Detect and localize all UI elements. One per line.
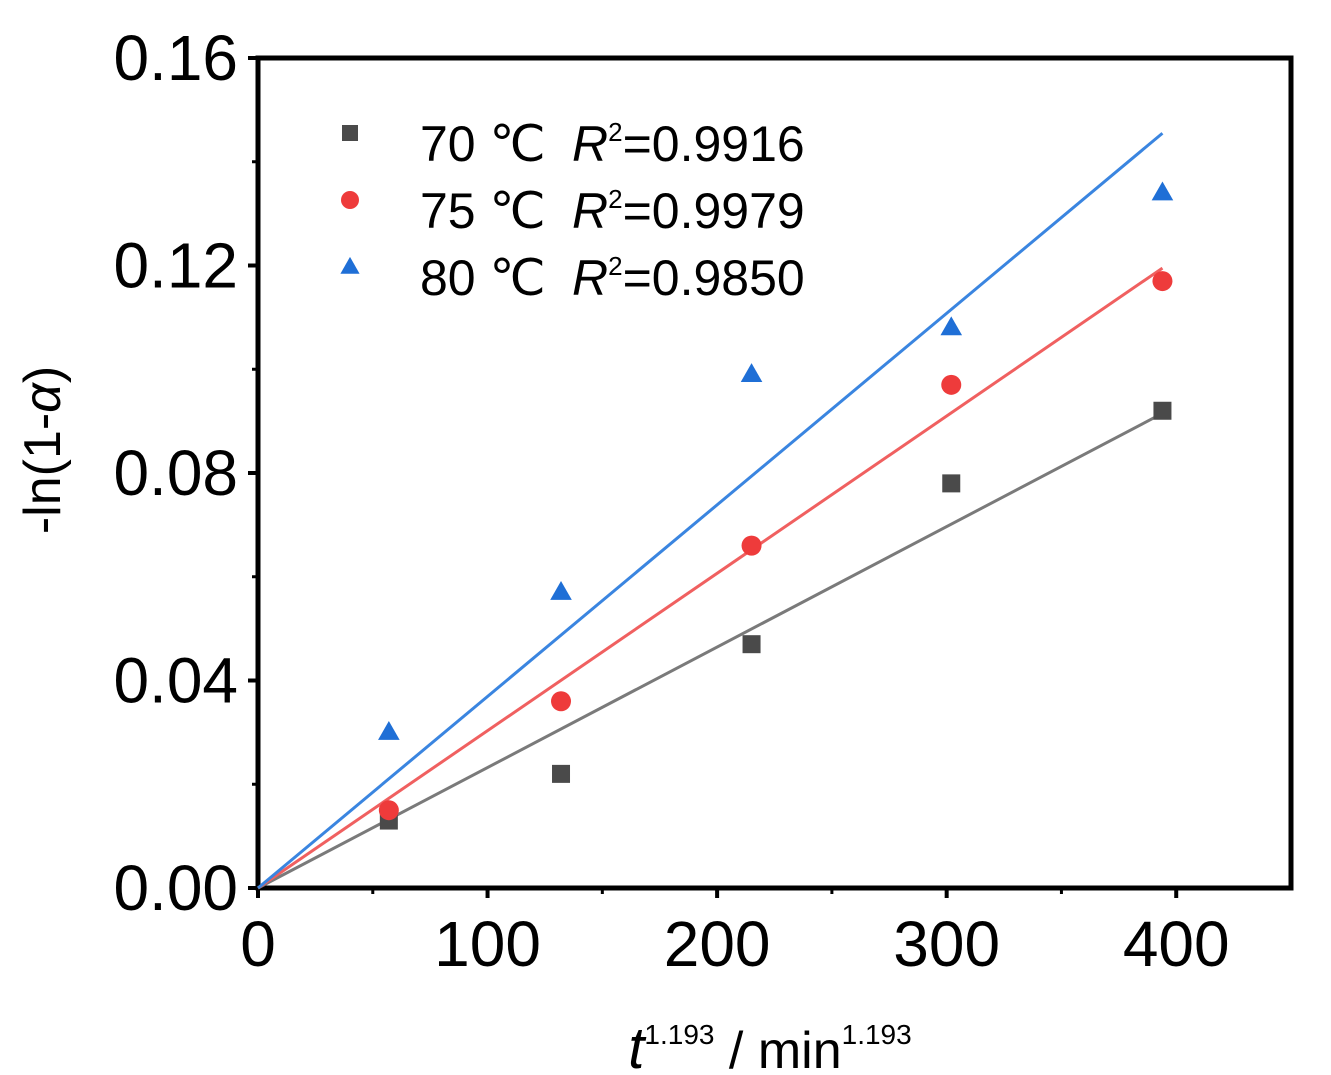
x-tick-label: 400	[1123, 908, 1230, 980]
legend-r-label: R	[572, 183, 608, 239]
data-point	[1152, 271, 1173, 292]
x-axis-title-base-sup: 1.193	[644, 1019, 714, 1050]
data-point	[552, 764, 571, 783]
legend-label: 70 ℃ R2=0.9916	[420, 116, 805, 172]
legend-label: 80 ℃ R2=0.9850	[420, 250, 805, 306]
legend-r-sup: 2	[608, 117, 622, 147]
data-point	[941, 374, 962, 395]
y-axis-title-prefix: -ln(1-	[14, 413, 72, 534]
legend-series-name: 75 ℃	[420, 183, 546, 239]
fit-line	[257, 132, 1164, 890]
x-axis-title-unit-sup: 1.193	[842, 1019, 912, 1050]
y-axis: 0.00 0.04 0.08 0.12 0.16	[113, 22, 258, 924]
data-point	[741, 535, 762, 556]
y-tick-label: 0.12	[113, 230, 238, 302]
legend-series-name: 80 ℃	[420, 250, 546, 306]
legend-r-sup: 2	[608, 184, 622, 214]
legend-marker	[340, 256, 360, 274]
data-point	[550, 580, 572, 600]
legend-r-value: =0.9979	[623, 183, 805, 239]
legend-r-value: =0.9850	[623, 250, 805, 306]
x-axis: 0 100 200 300 400	[240, 888, 1230, 980]
data-point	[740, 363, 763, 382]
x-tick-label: 100	[434, 908, 541, 980]
data-point	[1153, 401, 1172, 420]
legend-marker	[341, 191, 359, 209]
legend-r-value: =0.9916	[623, 116, 805, 172]
x-tick-label: 200	[664, 908, 771, 980]
data-point	[378, 721, 400, 740]
x-axis-title-base: t	[628, 1016, 647, 1075]
data-point	[378, 800, 399, 821]
data-point	[742, 635, 761, 654]
data-point	[551, 691, 572, 712]
data-point	[1151, 181, 1174, 201]
y-axis-title-symbol: α	[14, 382, 72, 413]
fit-line	[257, 412, 1164, 890]
y-tick-label: 0.04	[113, 645, 238, 717]
data-markers	[378, 181, 1174, 830]
legend-r-label: R	[572, 116, 608, 172]
y-tick-label: 0.08	[113, 437, 238, 509]
legend-r-sup: 2	[608, 251, 622, 281]
x-tick-label: 0	[240, 908, 276, 980]
legend-marker	[342, 125, 358, 141]
x-axis-title: t1.193 / min1.193	[628, 1016, 911, 1075]
y-tick-label: 0.00	[113, 852, 238, 924]
y-axis-title-suffix: )	[14, 366, 72, 383]
x-tick-label: 300	[893, 908, 1000, 980]
legend-series-name: 70 ℃	[420, 116, 546, 172]
fit-line	[257, 266, 1164, 890]
data-point	[940, 316, 963, 336]
y-tick-label: 0.16	[113, 22, 238, 94]
fit-lines	[257, 132, 1164, 890]
legend-r-label: R	[572, 250, 608, 306]
legend-label: 75 ℃ R2=0.9979	[420, 183, 805, 239]
x-axis-title-unit: / min	[714, 1022, 841, 1075]
data-point	[942, 474, 961, 493]
y-axis-title: -ln(1-α)	[14, 366, 72, 534]
